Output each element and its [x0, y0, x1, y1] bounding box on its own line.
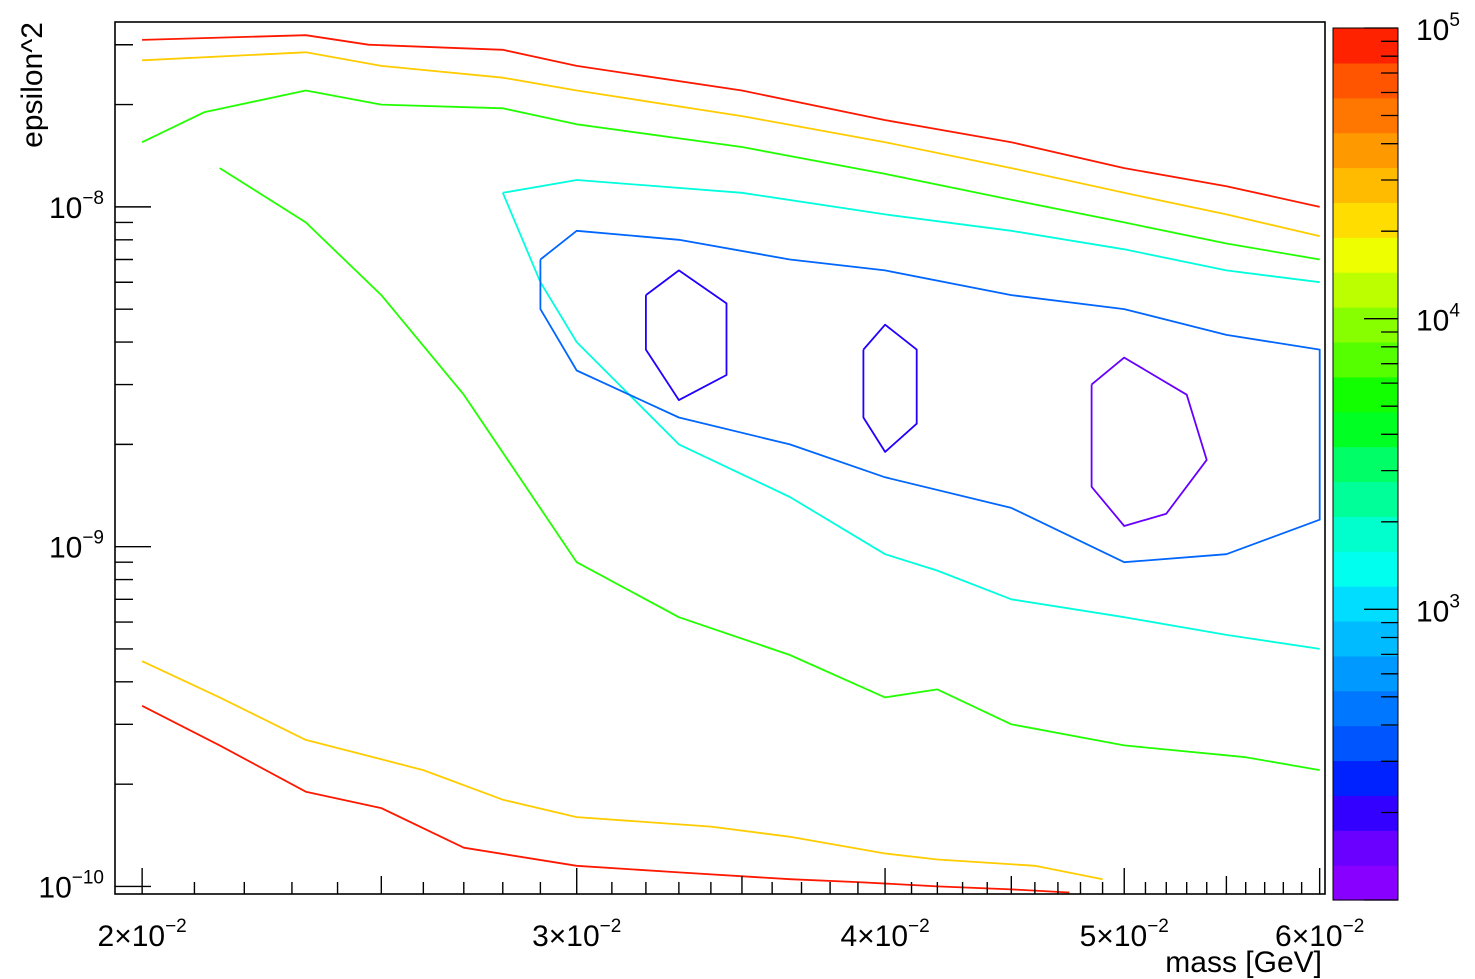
colorbar-band: [1333, 690, 1398, 727]
x-axis-title: mass [GeV]: [1165, 946, 1322, 979]
x-tick-label: 6×10−2: [1275, 916, 1364, 953]
y-tick-label: 10−9: [49, 528, 104, 565]
colorbar-band: [1333, 237, 1398, 273]
colorbar-band: [1333, 341, 1398, 378]
contour-line: [501, 192, 1320, 650]
x-tick-label: 4×10−2: [840, 916, 929, 953]
colorbar-band: [1333, 272, 1398, 308]
colorbar-band: [1333, 481, 1398, 517]
colorbar-band: [1333, 725, 1398, 762]
colorbar-band: [1333, 167, 1398, 203]
contour-line: [219, 167, 1320, 771]
contour-line: [141, 704, 1070, 894]
color-scale-bar: 103 104 105: [1332, 10, 1460, 901]
colorbar-band: [1333, 586, 1398, 622]
x-axis: 2×10−2 3×10−2 4×10−2 5×10−2 6×10−2: [98, 868, 1364, 953]
colorbar-band: [1333, 620, 1398, 657]
y-tick-label: 10−8: [49, 188, 104, 225]
colorbar-tick-label: 105: [1416, 10, 1460, 47]
colorbar-band: [1333, 202, 1398, 238]
colorbar-band: [1333, 132, 1398, 169]
x-tick-label: 2×10−2: [98, 916, 187, 953]
contour-line: [141, 89, 1320, 261]
x-tick-label: 5×10−2: [1080, 916, 1169, 953]
colorbar-band: [1333, 411, 1398, 448]
x-tick-label: 3×10−2: [532, 916, 621, 953]
contour-line: [645, 269, 728, 402]
colorbar-band: [1333, 865, 1398, 901]
plot-frame: [114, 21, 1326, 895]
contour-line: [142, 34, 1320, 208]
colorbar-tick-label: 103: [1416, 591, 1460, 628]
colorbar-band: [1333, 830, 1398, 866]
contour-line: [862, 323, 918, 453]
colorbar-band: [1333, 376, 1398, 413]
contour-lines: [141, 34, 1321, 894]
colorbar-band: [1333, 28, 1398, 64]
contour-line: [502, 179, 1320, 284]
colorbar-band: [1333, 446, 1398, 483]
contour-line: [1090, 356, 1208, 527]
colorbar-band: [1333, 307, 1398, 343]
colorbar-band: [1333, 760, 1398, 796]
contour-line: [539, 229, 1321, 564]
contour-line: [142, 51, 1320, 237]
y-axis: 10−10 10−9 10−8: [38, 44, 151, 904]
y-axis-title: epsilon^2: [16, 22, 49, 148]
y-tick-label: 10−10: [38, 867, 104, 904]
contour-line: [141, 660, 1103, 881]
colorbar-tick-label: 104: [1416, 301, 1460, 338]
colorbar-band: [1333, 551, 1398, 587]
